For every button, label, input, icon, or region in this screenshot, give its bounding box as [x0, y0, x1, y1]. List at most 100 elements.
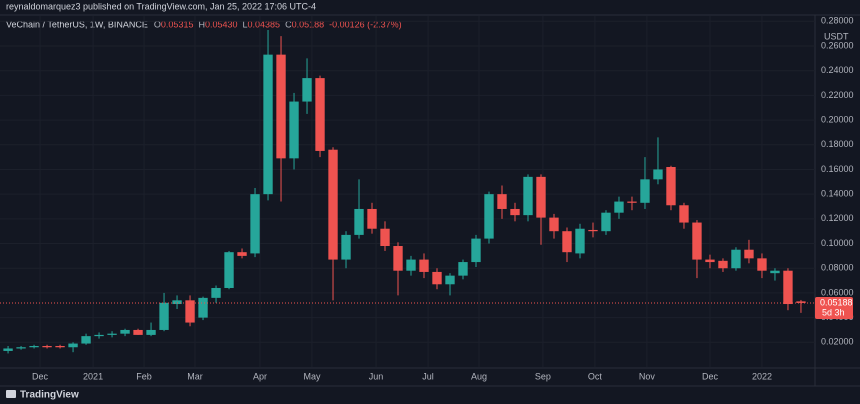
candle-body — [55, 346, 65, 348]
candle-body — [250, 194, 260, 254]
legend: VeChain / TetherUS, 1W, BINANCE O 0.05315 H… — [6, 19, 402, 29]
candle-body — [523, 176, 533, 216]
x-tick-label: 2021 — [83, 371, 103, 381]
candle-body — [237, 252, 247, 256]
ohlc-value: 0.05315 — [161, 19, 194, 29]
brand: TradingView — [20, 390, 79, 401]
candle-body — [744, 249, 754, 259]
ohlc-value: 0.04385 — [248, 19, 281, 29]
candle-body — [133, 329, 143, 335]
x-tick-label: Dec — [702, 371, 719, 381]
candle-body — [445, 275, 455, 285]
candle-body — [484, 194, 494, 239]
candle-body — [627, 201, 637, 203]
candle-body — [783, 270, 793, 305]
candle-body — [159, 302, 169, 330]
candle-body — [81, 336, 91, 344]
x-tick-label: Sep — [535, 371, 551, 381]
currency: USDT — [824, 31, 849, 41]
candle-body — [575, 228, 585, 254]
candle-body — [471, 238, 481, 263]
x-tick-label: Apr — [253, 371, 267, 381]
candle-body — [68, 343, 78, 348]
ohlc-label: O — [154, 19, 161, 29]
y-tick-label: 0.18000 — [821, 139, 854, 149]
candle-body — [718, 260, 728, 269]
y-tick-label: 0.14000 — [821, 189, 854, 199]
candle-body — [198, 297, 208, 318]
candle-body — [432, 271, 442, 285]
candle-body — [640, 179, 650, 203]
y-tick-label: 0.02000 — [821, 337, 854, 347]
candle-body — [289, 101, 299, 159]
candle-body — [588, 229, 598, 232]
candle-body — [367, 208, 377, 229]
candle-body — [354, 208, 364, 235]
candle-body — [536, 176, 546, 218]
last-price-box — [815, 296, 853, 319]
candle-body — [3, 348, 13, 351]
candle-body — [341, 234, 351, 260]
ohlc-label: H — [198, 19, 205, 29]
candle-body — [328, 149, 338, 260]
candle-body — [16, 347, 26, 349]
candle-body — [146, 329, 156, 335]
change: -0.00126 (-2.37%) — [329, 19, 402, 29]
candle-body — [406, 259, 416, 271]
x-tick-label: Mar — [187, 371, 203, 381]
candle-body — [302, 78, 312, 102]
ohlc-label: L — [243, 19, 248, 29]
y-tick-label: 0.16000 — [821, 164, 854, 174]
candle-body — [120, 329, 130, 334]
candle-body — [692, 222, 702, 260]
candle-body — [29, 346, 39, 348]
candle-body — [263, 54, 273, 195]
candle-body — [172, 300, 182, 305]
x-tick-label: Dec — [32, 371, 49, 381]
logo-icon — [6, 390, 16, 398]
y-tick-label: 0.24000 — [821, 65, 854, 75]
candle-body — [94, 334, 104, 337]
y-tick-label: 0.26000 — [821, 40, 854, 50]
candle-body — [679, 205, 689, 223]
candle-body — [380, 228, 390, 247]
candle-body — [315, 78, 325, 151]
candle-body — [419, 259, 429, 272]
footer-logo: TradingView — [6, 390, 79, 401]
x-tick-label: Jun — [369, 371, 384, 381]
candle-body — [458, 262, 468, 276]
candle-body — [653, 169, 663, 180]
publisher: reynaldomarquez3 published on TradingVie… — [6, 1, 316, 11]
last-price-label: 0.05188 — [820, 297, 853, 307]
x-tick-label: Feb — [136, 371, 152, 381]
candle-body — [770, 270, 780, 274]
countdown: 5d 3h — [822, 307, 845, 317]
x-tick-label: May — [303, 371, 321, 381]
x-tick-label: 2022 — [752, 371, 772, 381]
chart-title: VeChain / TetherUS, 1W, BINANCE — [6, 19, 148, 29]
candle-body — [497, 194, 507, 209]
y-tick-label: 0.20000 — [821, 114, 854, 124]
x-tick-label: Oct — [588, 371, 603, 381]
candle-body — [276, 54, 286, 159]
y-tick-label: 0.12000 — [821, 213, 854, 223]
candle-body — [601, 212, 611, 232]
ohlc-label: C — [285, 19, 292, 29]
candle-body — [757, 258, 767, 271]
candle-body — [666, 166, 676, 206]
y-tick-label: 0.22000 — [821, 90, 854, 100]
candle-body — [393, 246, 403, 271]
candle-body — [42, 346, 52, 348]
y-tick-label: 0.10000 — [821, 238, 854, 248]
y-tick-label: 0.28000 — [821, 16, 854, 26]
candle-body — [796, 301, 806, 303]
x-tick-label: Nov — [639, 371, 656, 381]
candle-body — [562, 231, 572, 253]
ohlc-value: 0.05430 — [205, 19, 238, 29]
candle-body — [185, 300, 195, 323]
y-tick-label: 0.08000 — [821, 263, 854, 273]
candle-body — [549, 217, 559, 232]
candle-body — [211, 287, 221, 298]
